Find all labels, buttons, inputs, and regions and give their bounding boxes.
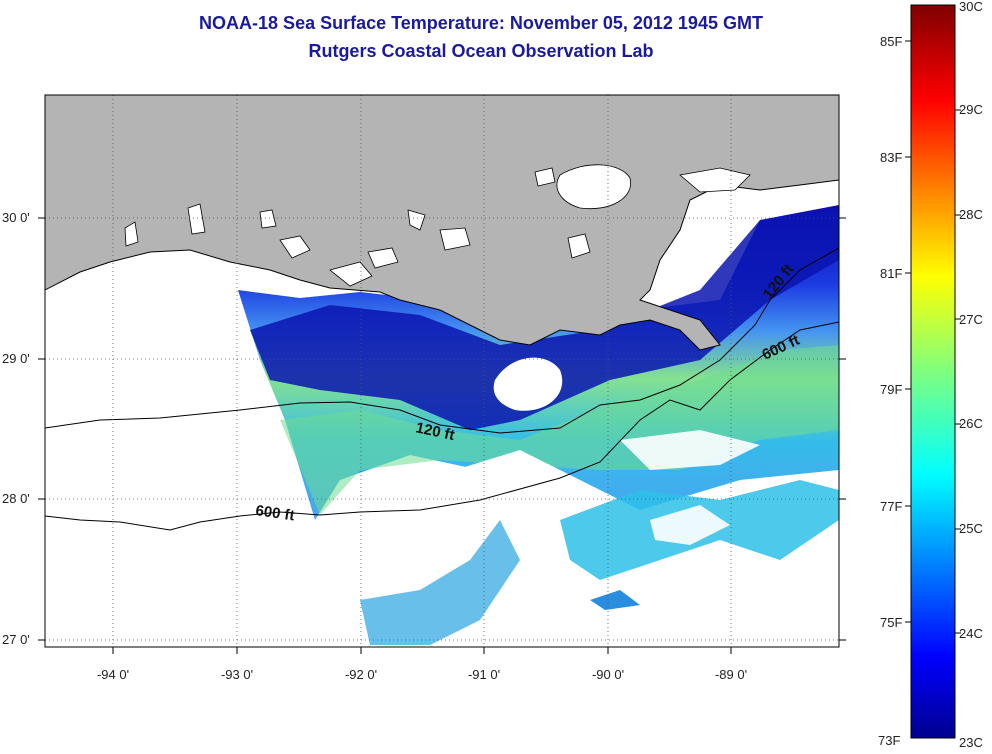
colorbar-gradient: [910, 4, 956, 739]
lat-label-27: 27 0': [2, 632, 30, 647]
contour-120ft: [45, 247, 839, 434]
lon-label-89: -89 0': [715, 667, 747, 682]
land-coastline: [45, 95, 839, 351]
lon-label-92: -92 0': [345, 667, 377, 682]
cb-c-24: 24C: [959, 626, 983, 641]
chart-subtitle: Rutgers Coastal Ocean Observation Lab: [308, 41, 654, 61]
lat-label-30: 30 0': [2, 210, 30, 225]
map-frame: [44, 94, 840, 648]
depth-contours: [45, 247, 839, 531]
cb-f-83: 83F: [880, 150, 902, 165]
cb-c-30: 30C: [959, 0, 983, 14]
cb-f-79: 79F: [880, 382, 902, 397]
lon-label-90: -90 0': [592, 667, 624, 682]
lon-label-93: -93 0': [221, 667, 253, 682]
colorbar: 85F 83F 81F 79F 77F 75F 73F 30C 29C 28C …: [878, 0, 983, 750]
contour-label-600ft-west: 600 ft: [254, 502, 295, 524]
cb-c-27: 27C: [959, 312, 983, 327]
lon-label-94: -94 0': [97, 667, 129, 682]
cb-c-23: 23C: [959, 735, 983, 750]
chart-title: NOAA-18 Sea Surface Temperature: Novembe…: [199, 13, 763, 33]
cb-f-77: 77F: [880, 499, 902, 514]
contour-600ft: [45, 321, 839, 531]
cb-f-85: 85F: [880, 34, 902, 49]
cb-c-26: 26C: [959, 416, 983, 431]
cb-f-75: 75F: [880, 615, 902, 630]
lat-label-28: 28 0': [2, 491, 30, 506]
inland-water: [124, 164, 751, 287]
lon-label-91: -91 0': [468, 667, 500, 682]
cb-f-81: 81F: [880, 266, 902, 281]
graticule: [45, 95, 839, 647]
lat-label-29: 29 0': [2, 351, 30, 366]
sst-data-layer: [238, 205, 839, 645]
cb-f-73: 73F: [878, 733, 900, 748]
axis-ticks: [38, 217, 846, 654]
cb-c-25: 25C: [959, 521, 983, 536]
cb-c-29: 29C: [959, 102, 983, 117]
cb-c-28: 28C: [959, 207, 983, 222]
